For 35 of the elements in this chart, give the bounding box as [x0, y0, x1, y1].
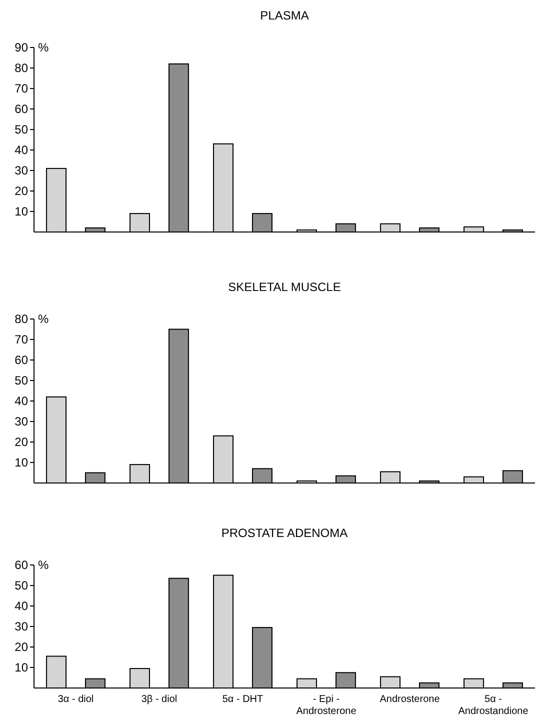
- y-tick-label: 60: [14, 353, 28, 368]
- y-tick-label: 40: [14, 143, 28, 158]
- y-tick-label: 50: [14, 374, 28, 388]
- y-tick-label: 30: [14, 620, 28, 634]
- y-tick-label: 10: [14, 204, 28, 219]
- y-tick-label: 40: [14, 599, 28, 614]
- y-tick-label: 10: [14, 660, 28, 675]
- y-tick-label: 30: [14, 164, 28, 178]
- chart-title: PROSTATE ADENOMA: [221, 526, 348, 540]
- y-tick-label: 40: [14, 394, 28, 408]
- y-axis-title: %: [38, 40, 49, 55]
- x-tick-label: Androsterone: [380, 694, 440, 705]
- y-tick-label: 60: [14, 102, 28, 116]
- y-tick-label: 50: [14, 122, 28, 137]
- y-tick-label: 20: [14, 640, 28, 654]
- y-tick-label: 80: [14, 61, 28, 76]
- y-tick-label: 30: [14, 414, 28, 429]
- y-tick-label: 50: [14, 578, 28, 593]
- y-tick-label: 60: [14, 558, 28, 572]
- y-tick-label: 80: [14, 312, 28, 326]
- x-tick-label: - Epi - Androsterone: [296, 694, 357, 717]
- x-tick-label: 5α - DHT: [222, 694, 264, 705]
- chart-title: SKELETAL MUSCLE: [228, 280, 341, 294]
- y-tick-label: 70: [14, 332, 28, 347]
- x-tick-label: 3α - diol: [58, 694, 94, 705]
- y-tick-label: 90: [14, 40, 28, 55]
- y-tick-label: 10: [14, 456, 28, 470]
- y-tick-label: 70: [14, 82, 28, 96]
- y-tick-label: 20: [14, 184, 28, 198]
- x-tick-label: 5α - Androstandione: [458, 694, 529, 717]
- y-tick-label: 20: [14, 435, 28, 450]
- chart-title: PLASMA: [260, 8, 309, 22]
- y-axis-title: %: [38, 558, 49, 572]
- x-tick-label: 3β - diol: [141, 694, 178, 705]
- y-axis-title: %: [38, 312, 49, 326]
